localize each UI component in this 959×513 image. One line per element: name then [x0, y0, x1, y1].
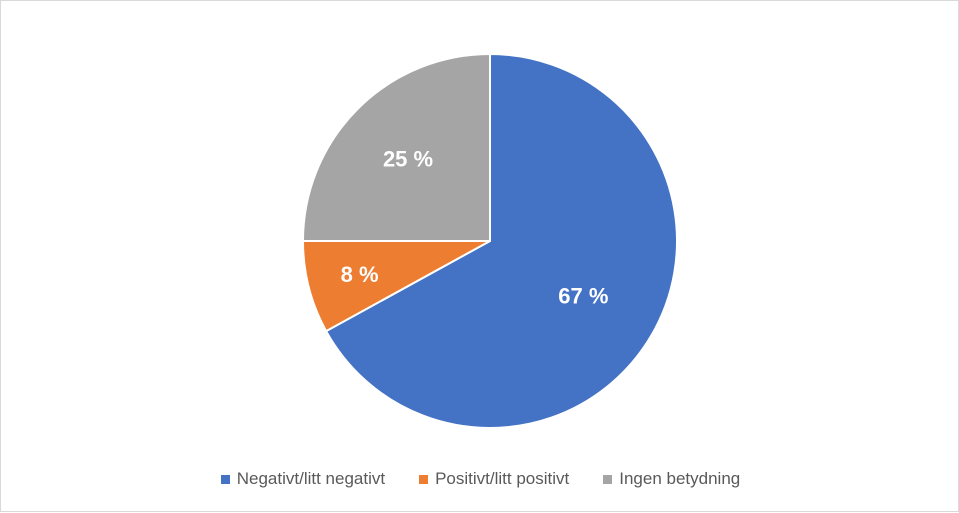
slice-label-negative: 67 %	[558, 284, 608, 309]
legend-label-neutral: Ingen betydning	[619, 469, 741, 488]
legend-swatch-neutral	[603, 474, 613, 484]
legend-item-positive: Positivt/litt positivt	[419, 469, 569, 489]
slice-label-positive: 8 %	[341, 262, 379, 287]
legend-swatch-positive	[419, 474, 429, 484]
legend-swatch-negative	[220, 474, 230, 484]
legend: Negativt/litt negativt Positivt/litt pos…	[1, 469, 959, 489]
slice-negative	[325, 53, 678, 429]
legend-label-positive: Positivt/litt positivt	[435, 469, 570, 488]
slice-label-neutral: 25 %	[383, 147, 433, 172]
slice-neutral	[302, 53, 491, 242]
legend-item-neutral: Ingen betydning	[603, 469, 740, 489]
legend-item-negative: Negativt/litt negativt	[220, 469, 386, 489]
legend-label-negative: Negativt/litt negativt	[236, 469, 386, 488]
slice-positive	[302, 240, 491, 333]
